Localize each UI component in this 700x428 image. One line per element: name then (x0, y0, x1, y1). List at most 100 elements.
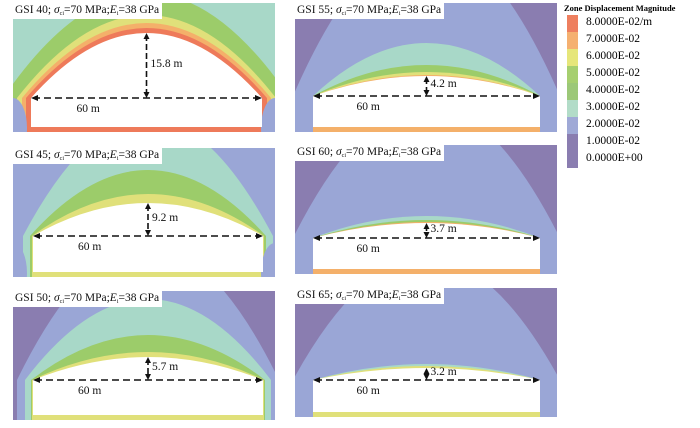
displacement-zone (13, 98, 27, 132)
sigma-value: =70 MPa; (64, 292, 110, 304)
gsi-label: GSI 50 (15, 292, 48, 304)
legend-label: 2.0000E-02 (586, 118, 640, 130)
legend-item: 2.0000E-02 (567, 117, 697, 134)
span-label: 60 m (356, 385, 380, 397)
legend-item: 6.0000E-02 (567, 49, 697, 66)
modulus-symbol: E (391, 289, 399, 301)
sigma-value: =70 MPa; (346, 146, 392, 158)
contour-plot (295, 288, 557, 417)
sigma-subscript: ci (341, 11, 346, 17)
panel-title: GSI 45; σci=70 MPa;Ei=38 GPa (13, 148, 163, 164)
legend-label: 6.0000E-02 (586, 50, 640, 62)
tunnel-excavation (33, 357, 263, 415)
tunnel-excavation (313, 223, 540, 269)
legend-label: 3.0000E-02 (586, 101, 640, 113)
contour-panel: GSI 65; σci=70 MPa;Ei=38 GPa 3.2 m 60 m (295, 288, 557, 417)
legend-swatch (567, 49, 578, 66)
panel-title: GSI 60; σci=70 MPa;Ei=38 GPa (295, 145, 445, 161)
legend-label: 8.0000E-02/m (586, 16, 653, 28)
modulus-value: =38 GPa (400, 4, 442, 16)
height-arrowheads (423, 223, 430, 238)
tunnel-excavation (313, 368, 540, 412)
contour-panel: GSI 45; σci=70 MPa;Ei=38 GPa 9.2 m 60 m (13, 148, 275, 277)
displacement-zone (261, 243, 275, 277)
legend-swatch (567, 66, 578, 83)
modulus-value: =38 GPa (118, 292, 160, 304)
contour-panel: GSI 55; σci=70 MPa;Ei=38 GPa 4.2 m 60 m (295, 3, 557, 132)
legend: Zone Displacement Magnitude 8.0000E-02/m… (560, 0, 700, 168)
height-arrowheads (423, 76, 430, 96)
height-label: 3.2 m (430, 366, 457, 378)
contour-panel: GSI 40; σci=70 MPa;Ei=38 GPa 15.8 m 60 m (13, 3, 275, 132)
displacement-zone (13, 243, 27, 277)
sigma-subscript: ci (59, 299, 64, 305)
modulus-value: =38 GPa (400, 146, 442, 158)
sigma-subscript: ci (341, 296, 346, 302)
span-label: 60 m (76, 103, 100, 115)
legend-swatch (567, 117, 578, 134)
panel-title: GSI 55; σci=70 MPa;Ei=38 GPa (295, 3, 445, 19)
legend-label: 5.0000E-02 (586, 67, 640, 79)
sigma-value: =70 MPa; (64, 149, 110, 161)
sigma-symbol: σ (335, 4, 342, 16)
span-label: 60 m (78, 385, 102, 397)
modulus-subscript: i (398, 296, 401, 302)
modulus-subscript: i (116, 156, 119, 162)
modulus-symbol: E (109, 149, 117, 161)
legend-swatch (567, 32, 578, 49)
modulus-subscript: i (116, 299, 119, 305)
height-label: 15.8 m (150, 57, 183, 70)
legend-label: 7.0000E-02 (586, 33, 640, 45)
height-arrowheads (423, 368, 430, 380)
sigma-symbol: σ (53, 149, 60, 161)
modulus-symbol: E (109, 292, 117, 304)
legend-item: 4.0000E-02 (567, 83, 697, 100)
legend-item: 8.0000E-02/m (567, 15, 697, 32)
legend-item: 7.0000E-02 (567, 32, 697, 49)
sigma-value: =70 MPa; (64, 4, 110, 16)
displacement-zone (261, 98, 275, 132)
contour-plot (13, 148, 275, 277)
span-label: 60 m (356, 101, 380, 113)
height-arrowheads (145, 357, 151, 380)
legend-item: 3.0000E-02 (567, 100, 697, 117)
panel-title: GSI 65; σci=70 MPa;Ei=38 GPa (295, 288, 445, 304)
tunnel-excavation (313, 76, 540, 127)
gsi-label: GSI 45 (15, 149, 48, 161)
tunnel-excavation (33, 203, 263, 272)
sigma-symbol: σ (335, 146, 342, 158)
gsi-label: GSI 40 (15, 4, 48, 16)
height-label: 5.7 m (152, 360, 179, 373)
span-label: 60 m (356, 243, 380, 255)
contour-panel: GSI 60; σci=70 MPa;Ei=38 GPa 3.7 m 60 m (295, 145, 557, 274)
sigma-value: =70 MPa; (346, 4, 392, 16)
contour-plot (295, 145, 557, 274)
sigma-subscript: ci (59, 11, 64, 17)
legend-item: 1.0000E-02 (567, 134, 697, 151)
legend-swatch (567, 151, 578, 168)
modulus-subscript: i (116, 11, 119, 17)
panel-title: GSI 40; σci=70 MPa;Ei=38 GPa (13, 3, 163, 19)
sigma-symbol: σ (335, 289, 342, 301)
legend-item: 0.0000E+00 (567, 151, 697, 168)
legend-swatch (567, 83, 578, 100)
modulus-symbol: E (391, 4, 399, 16)
legend-swatch (567, 134, 578, 151)
modulus-value: =38 GPa (118, 4, 160, 16)
legend-swatch (567, 15, 578, 32)
modulus-subscript: i (398, 153, 401, 159)
gsi-label: GSI 65 (297, 289, 330, 301)
legend-title: Zone Displacement Magnitude (564, 3, 676, 13)
gsi-label: GSI 60 (297, 146, 330, 158)
legend-item: 5.0000E-02 (567, 66, 697, 83)
sigma-symbol: σ (53, 4, 60, 16)
span-label: 60 m (78, 241, 102, 253)
legend-swatch (567, 100, 578, 117)
modulus-value: =38 GPa (400, 289, 442, 301)
contour-plot (295, 3, 557, 132)
contour-plot (13, 3, 275, 132)
sigma-symbol: σ (53, 292, 60, 304)
panel-title: GSI 50; σci=70 MPa;Ei=38 GPa (13, 291, 163, 307)
contour-panel: GSI 50; σci=70 MPa;Ei=38 GPa 5.7 m 60 m (13, 291, 275, 420)
